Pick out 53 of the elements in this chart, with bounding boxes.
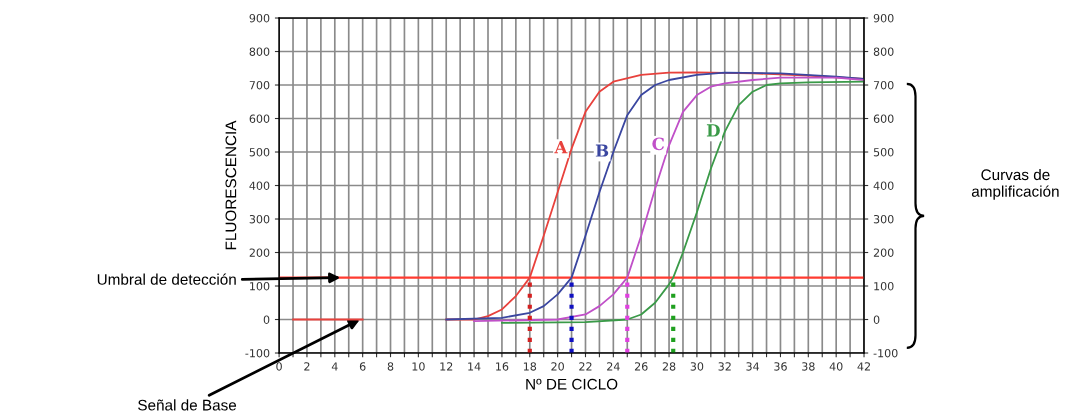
x-tick-label: 18	[523, 362, 537, 371]
x-tick-label: 10	[412, 362, 425, 371]
y-tick-label: 900	[249, 13, 270, 23]
y-tick-label: 700	[249, 80, 270, 90]
y-tick-label: 500	[249, 147, 270, 157]
y2-tick-label: 600	[873, 114, 894, 123]
x-tick-label: 16	[496, 362, 509, 371]
x-tick-label: 24	[607, 362, 620, 371]
x-tick-label: 32	[718, 362, 731, 371]
x-tick-label: 34	[746, 362, 760, 371]
series-label: A	[554, 141, 568, 154]
annotation: Umbral de detección	[97, 273, 236, 285]
x-tick-label: 12	[440, 362, 453, 371]
y-tick-label: 200	[249, 248, 270, 257]
x-tick-label: 20	[551, 362, 564, 371]
x-tick-label: 26	[634, 362, 648, 371]
x-tick-label: 6	[359, 362, 366, 371]
x-tick-label: 22	[579, 362, 592, 371]
y2-tick-label: 500	[873, 147, 894, 157]
x-axis-title: Nº DE CICLO	[526, 378, 618, 390]
y-tick-label: -100	[245, 348, 270, 358]
series-label: D	[706, 124, 720, 137]
x-tick-label: 38	[802, 362, 815, 371]
x-tick-label: 36	[774, 362, 787, 371]
x-tick-label: 28	[662, 362, 676, 371]
y2-tick-label: 400	[873, 181, 894, 190]
y2-tick-label: 100	[874, 281, 894, 291]
y2-tick-label: 300	[873, 214, 894, 224]
y2-tick-label: -100	[873, 348, 898, 358]
y-tick-label: 300	[249, 214, 270, 224]
x-tick-label: 8	[387, 362, 394, 371]
x-tick-label: 42	[857, 362, 870, 371]
x-tick-label: 40	[829, 362, 843, 371]
y2-tick-label: 0	[873, 315, 880, 324]
series-label: C	[652, 137, 665, 151]
x-tick-label: 0	[276, 362, 282, 371]
x-tick-label: 14	[468, 362, 481, 371]
y-tick-label: 400	[249, 181, 270, 190]
y-tick-label: 600	[249, 114, 270, 123]
y-tick-label: 0	[263, 315, 270, 324]
series-label: B	[595, 144, 609, 157]
y2-tick-label: 700	[873, 80, 894, 90]
y-tick-label: 800	[249, 47, 270, 56]
x-tick-label: 2	[304, 362, 310, 371]
x-tick-label: 30	[690, 362, 704, 371]
annotation: Señal de Base	[138, 399, 237, 411]
y2-tick-label: 800	[873, 47, 894, 56]
y2-tick-label: 200	[873, 248, 894, 257]
text: Curvas de amplificación	[971, 168, 1059, 200]
y-tick-label: 100	[250, 281, 270, 291]
y2-tick-label: 900	[873, 13, 894, 23]
x-tick-label: 4	[331, 362, 338, 371]
y-axis-title: FLUORESCENCIA	[225, 120, 237, 250]
